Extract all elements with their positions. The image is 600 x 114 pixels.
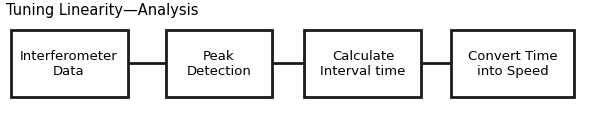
- Text: Calculate
Interval time: Calculate Interval time: [320, 50, 406, 78]
- Text: Interferometer
Data: Interferometer Data: [20, 50, 118, 78]
- Bar: [166, 31, 271, 97]
- Bar: [304, 31, 421, 97]
- Text: Convert Time
into Speed: Convert Time into Speed: [468, 50, 558, 78]
- Bar: [11, 31, 128, 97]
- Text: Peak
Detection: Peak Detection: [187, 50, 251, 78]
- Bar: [451, 31, 574, 97]
- Text: Tuning Linearity—Analysis: Tuning Linearity—Analysis: [6, 3, 199, 18]
